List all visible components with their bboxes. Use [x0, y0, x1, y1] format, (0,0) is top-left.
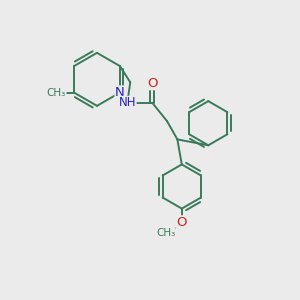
Text: CH₃: CH₃ — [156, 228, 175, 238]
Text: CH₃: CH₃ — [47, 88, 66, 98]
Text: O: O — [176, 216, 187, 229]
Text: O: O — [147, 77, 158, 90]
Text: N: N — [115, 86, 125, 99]
Text: NH: NH — [118, 96, 136, 110]
